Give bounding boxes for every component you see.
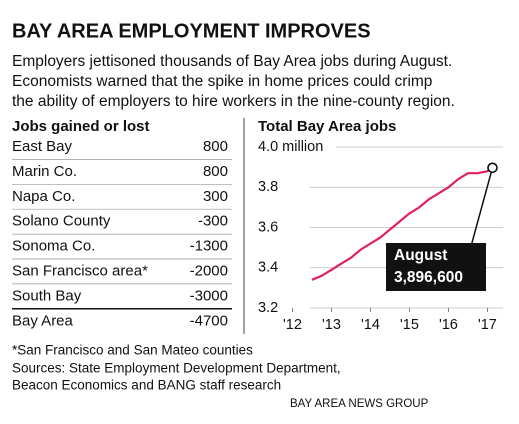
data-line: [311, 166, 494, 281]
y-tick-label: 3.2: [258, 300, 278, 316]
subtitle-line: Economists warned that the spike in home…: [12, 73, 432, 90]
x-tick-label: '16: [439, 317, 458, 333]
x-tick-label: '12: [283, 317, 302, 333]
x-tick-label: '15: [400, 317, 419, 333]
chart-title: Total Bay Area jobs: [258, 118, 396, 135]
subtitle-line: the ability of employers to hire workers…: [12, 93, 455, 110]
y-tick-label: 3.6: [258, 219, 278, 235]
row-label: Sonoma Co.: [12, 238, 95, 255]
x-tick-label: '14: [361, 317, 380, 333]
row-label: Napa Co.: [12, 188, 75, 205]
row-label: San Francisco area*: [12, 262, 148, 279]
row-label: Bay Area: [12, 312, 74, 329]
x-tick-label: '13: [322, 317, 341, 333]
row-label: South Bay: [12, 287, 82, 304]
row-value: -4700: [190, 312, 228, 329]
row-value: -2000: [190, 262, 228, 279]
row-value: 800: [203, 163, 228, 180]
row-label: Marin Co.: [12, 163, 77, 180]
y-tick-label: 3.4: [258, 260, 278, 276]
y-tick-label: 4.0 million: [258, 139, 323, 155]
table-title: Jobs gained or lost: [12, 118, 150, 135]
row-label: East Bay: [12, 138, 73, 155]
row-value: -3000: [190, 287, 228, 304]
row-value: -300: [198, 213, 228, 230]
end-point: [487, 162, 498, 174]
title: BAY AREA EMPLOYMENT IMPROVES: [12, 20, 371, 42]
subtitle-line: Employers jettisoned thousands of Bay Ar…: [12, 53, 452, 70]
x-tick-label: '17: [478, 317, 497, 333]
row-label: Solano County: [12, 213, 111, 230]
annotation-leader: [469, 167, 494, 251]
row-value: -1300: [190, 238, 228, 255]
row-value: 300: [203, 188, 228, 205]
credit: BAY AREA NEWS GROUP: [290, 398, 429, 410]
footnote: *San Francisco and San Mateo counties: [12, 343, 253, 358]
source: Beacon Economics and BANG staff research: [12, 378, 281, 393]
annotation-box: [386, 243, 486, 291]
source: Sources: State Employment Development De…: [12, 361, 341, 376]
row-value: 800: [203, 138, 228, 155]
annotation-text: August: [394, 247, 447, 264]
y-tick-label: 3.8: [258, 179, 278, 195]
annotation-text: 3,896,600: [394, 269, 463, 286]
